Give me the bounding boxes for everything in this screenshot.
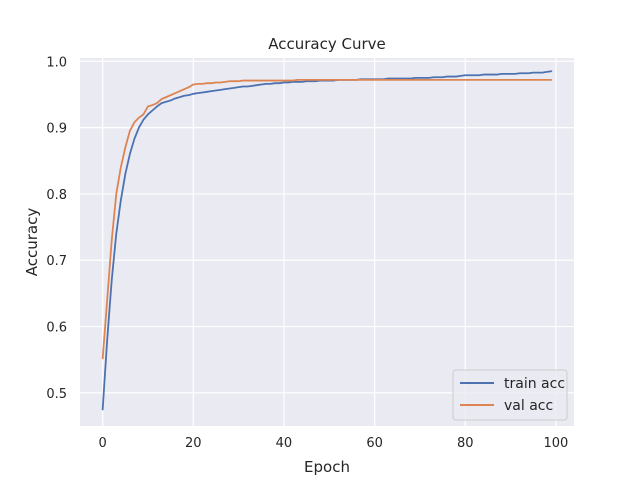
series-line-val-acc xyxy=(101,78,553,360)
legend-label-val-acc: val acc xyxy=(504,398,553,414)
x-tick-label: 60 xyxy=(366,436,383,451)
y-tick-label: 1.0 xyxy=(46,55,67,70)
chart-title: Accuracy Curve xyxy=(268,35,386,53)
x-tick-label: 20 xyxy=(185,436,202,451)
legend-label-train-acc: train acc xyxy=(504,376,565,392)
y-tick-label: 0.5 xyxy=(46,387,67,402)
y-tick-label: 0.8 xyxy=(46,188,67,203)
x-tick-label: 100 xyxy=(543,436,568,451)
x-tick-label: 0 xyxy=(99,436,107,451)
y-axis-ticks: 0.5 0.6 0.7 0.8 0.9 1.0 xyxy=(46,55,67,402)
x-axis-label: Epoch xyxy=(304,458,350,476)
grid xyxy=(80,58,574,426)
x-tick-label: 80 xyxy=(457,436,474,451)
y-tick-label: 0.6 xyxy=(46,321,67,336)
series-layer xyxy=(101,70,553,411)
y-tick-label: 0.7 xyxy=(46,254,67,269)
y-tick-label: 0.9 xyxy=(46,122,67,137)
x-tick-label: 40 xyxy=(276,436,293,451)
y-axis-label: Accuracy xyxy=(23,208,41,277)
legend: train acc val acc xyxy=(452,369,568,421)
x-axis-ticks: 0 20 40 60 80 100 xyxy=(99,436,569,451)
plot-background xyxy=(80,58,574,426)
